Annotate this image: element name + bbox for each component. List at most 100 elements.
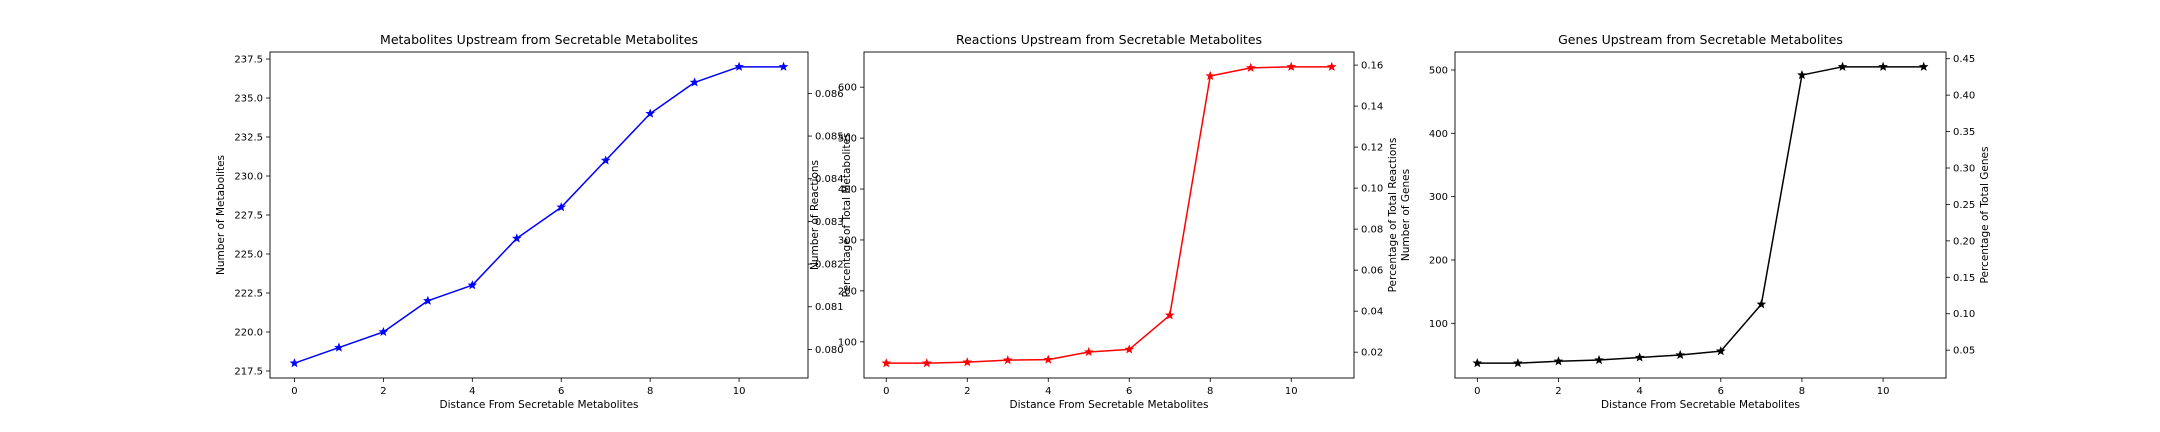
y-right-tick-label: 0.05	[1953, 346, 1975, 357]
y-right-tick-label: 0.20	[1953, 236, 1975, 247]
y-right-tick-label: 0.14	[1361, 102, 1383, 113]
data-point-star	[1715, 346, 1726, 356]
y-right-tick-label: 0.085	[815, 132, 844, 143]
y-tick-label: 300	[838, 235, 857, 246]
y-tick-label: 400	[1429, 129, 1448, 140]
data-point-star	[1756, 299, 1767, 309]
x-tick-label: 6	[558, 386, 564, 397]
data-point-star	[921, 358, 932, 368]
plot-frame	[1454, 51, 1947, 379]
y-tick-label: 222.5	[234, 288, 263, 299]
y-right-tick-label: 0.081	[815, 302, 844, 313]
y-right-tick-label: 0.082	[815, 260, 844, 271]
data-point-star	[1513, 358, 1523, 368]
y-right-tick-label: 0.10	[1361, 184, 1383, 195]
y-tick-label: 100	[1429, 319, 1448, 330]
y-right-tick-label: 0.06	[1361, 266, 1383, 277]
chart-panel-1: Metabolites Upstream from Secretable Met…	[215, 32, 853, 411]
data-point-star	[689, 77, 700, 87]
x-tick-label: 2	[1555, 386, 1561, 397]
y-tick-label: 227.5	[234, 211, 263, 222]
chart-title: Genes Upstream from Secretable Metabolit…	[1558, 32, 1843, 47]
data-point-star	[1675, 349, 1686, 360]
chart-panel-3: Genes Upstream from Secretable Metabolit…	[1400, 32, 1991, 411]
data-point-star	[1472, 358, 1483, 368]
data-point-star	[1043, 354, 1054, 364]
data-point-star	[600, 155, 611, 165]
x-tick-label: 0	[291, 386, 297, 397]
x-tick-label: 4	[1636, 386, 1642, 397]
data-point-star	[881, 358, 892, 368]
data-point-star	[734, 61, 744, 71]
chart-title: Metabolites Upstream from Secretable Met…	[380, 32, 698, 47]
data-point-star	[1205, 70, 1216, 81]
data-point-star	[778, 61, 789, 71]
y-right-axis-label: Percentage of Total Reactions	[1387, 138, 1399, 293]
data-point-star	[334, 342, 344, 352]
y-tick-label: 225.0	[234, 249, 263, 260]
y-right-tick-label: 0.40	[1953, 91, 1975, 102]
data-point-star	[1083, 346, 1094, 357]
data-point-star	[378, 326, 389, 337]
y-right-tick-label: 0.08	[1361, 225, 1383, 236]
x-axis-label: Distance From Secretable Metabolites	[1009, 399, 1208, 411]
chart-title: Reactions Upstream from Secretable Metab…	[956, 32, 1262, 47]
y-right-tick-label: 0.086	[815, 89, 844, 100]
x-axis-label: Distance From Secretable Metabolites	[1601, 399, 1800, 411]
y-tick-label: 237.5	[234, 55, 263, 66]
y-axis-label: Number of Genes	[1400, 169, 1412, 261]
y-tick-label: 217.5	[234, 366, 263, 377]
data-point-star	[1286, 61, 1297, 71]
plot-frame	[863, 51, 1355, 379]
y-right-tick-label: 0.04	[1361, 307, 1383, 318]
x-tick-label: 0	[1474, 386, 1480, 397]
data-point-star	[1918, 61, 1929, 71]
y-tick-label: 300	[1429, 192, 1448, 203]
x-tick-label: 2	[964, 386, 970, 397]
y-tick-label: 235.0	[234, 94, 263, 105]
series-line	[1477, 66, 1924, 364]
data-point-star	[645, 108, 655, 118]
y-right-tick-label: 0.12	[1361, 143, 1383, 154]
series-line	[886, 66, 1332, 364]
data-point-star	[1245, 62, 1256, 72]
x-tick-label: 6	[1718, 386, 1724, 397]
y-right-tick-label: 0.25	[1953, 200, 1975, 211]
x-tick-label: 2	[380, 386, 386, 397]
data-point-star	[1634, 352, 1645, 362]
y-right-tick-label: 0.080	[815, 345, 844, 356]
data-point-star	[556, 202, 567, 212]
plot-frame	[269, 51, 809, 379]
data-point-star	[467, 280, 478, 290]
y-tick-label: 232.5	[234, 133, 263, 144]
y-tick-label: 500	[1429, 65, 1448, 76]
x-tick-label: 8	[1207, 386, 1213, 397]
data-point-star	[1326, 61, 1337, 71]
data-point-star	[1797, 70, 1807, 80]
x-tick-label: 4	[469, 386, 475, 397]
x-tick-label: 6	[1126, 386, 1132, 397]
y-right-axis-label: Percentage of Total Genes	[1979, 147, 1991, 284]
y-right-tick-label: 0.15	[1953, 273, 1975, 284]
x-tick-label: 8	[647, 386, 653, 397]
y-right-tick-label: 0.45	[1953, 54, 1975, 65]
y-right-tick-label: 0.16	[1361, 61, 1383, 72]
data-point-star	[1002, 355, 1013, 365]
data-point-star	[1878, 61, 1888, 71]
data-point-star	[1594, 354, 1604, 365]
data-point-star	[511, 233, 522, 243]
data-point-star	[289, 358, 300, 368]
x-tick-label: 0	[883, 386, 889, 397]
y-right-tick-label: 0.35	[1953, 127, 1975, 138]
data-point-star	[1553, 356, 1564, 366]
data-point-star	[1164, 310, 1175, 320]
y-right-tick-label: 0.02	[1361, 348, 1383, 359]
y-right-axis-label: Percentage of Total Metabolites	[841, 133, 853, 298]
x-tick-label: 10	[1285, 386, 1298, 397]
y-tick-label: 400	[838, 185, 857, 196]
x-tick-label: 8	[1799, 386, 1805, 397]
x-tick-label: 4	[1045, 386, 1051, 397]
x-axis-label: Distance From Secretable Metabolites	[439, 399, 638, 411]
y-right-tick-label: 0.30	[1953, 164, 1975, 175]
